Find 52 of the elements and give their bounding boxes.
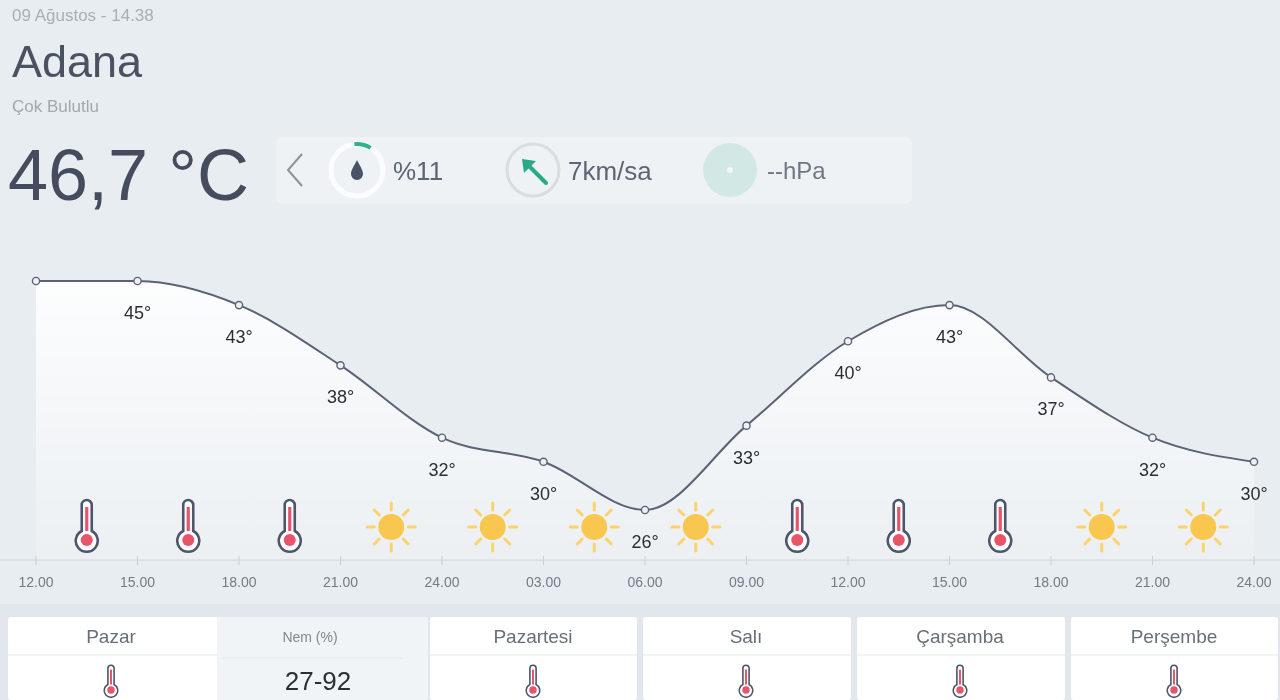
annotation: Perşembe [1130,626,1218,647]
text: 46,7 °C [8,135,249,215]
chart-subtitle: Çok Bulutlu [12,97,99,116]
data-label: 45° [123,303,152,323]
x-tick-label: 21.00 [1134,574,1171,590]
point [133,276,142,286]
data-label: 32° [1138,459,1167,480]
data-label: 43° [935,327,964,348]
x-tick-label: 12.00 [830,574,866,590]
data-label: 38° [326,387,355,408]
data-label: 30° [1240,483,1268,504]
point [742,421,751,430]
point [1046,373,1056,382]
chart-title: Adana [12,36,144,87]
text: --hPa [767,157,827,184]
x-tick-label: 15.00 [931,574,968,590]
point [336,361,345,370]
x-tick-label: 18.00 [1033,574,1069,590]
point [843,336,853,346]
annotation: Çarşamba [916,626,1005,647]
text: %11 [393,156,444,186]
x-tick-label: 15.00 [119,574,156,590]
point [1249,457,1259,467]
text: 09 Ağustos - 14.38 [12,6,154,25]
x-tick-label: 24.00 [1236,574,1272,590]
data-label: 37° [1037,399,1065,420]
annotation: Nem (%) [282,629,338,645]
point [31,276,41,286]
annotation: Pazartesi [493,626,573,647]
point [640,505,650,515]
point [234,300,244,310]
point [1148,433,1157,442]
x-tick-label: 24.00 [424,574,460,590]
point [945,300,954,310]
x-tick-label: 18.00 [221,574,257,590]
x-tick-label: 06.00 [627,574,663,590]
x-tick-label: 03.00 [525,574,562,590]
annotation: 27-92 [284,666,352,696]
x-tick-label: 09.00 [728,574,765,590]
data-label: 32° [428,459,456,480]
data-label: 33° [732,447,761,468]
data-label: 43° [225,327,253,348]
data-label: 26° [631,532,659,552]
point [539,457,548,467]
data-label: 40° [834,363,862,384]
annotation: Salı [729,626,763,647]
annotation: Pazar [86,626,137,647]
text: 7km/sa [568,156,653,186]
data-label: 30° [529,483,558,504]
x-tick-label: 21.00 [322,574,359,590]
x-tick-label: 12.00 [18,574,54,590]
point [437,433,447,442]
